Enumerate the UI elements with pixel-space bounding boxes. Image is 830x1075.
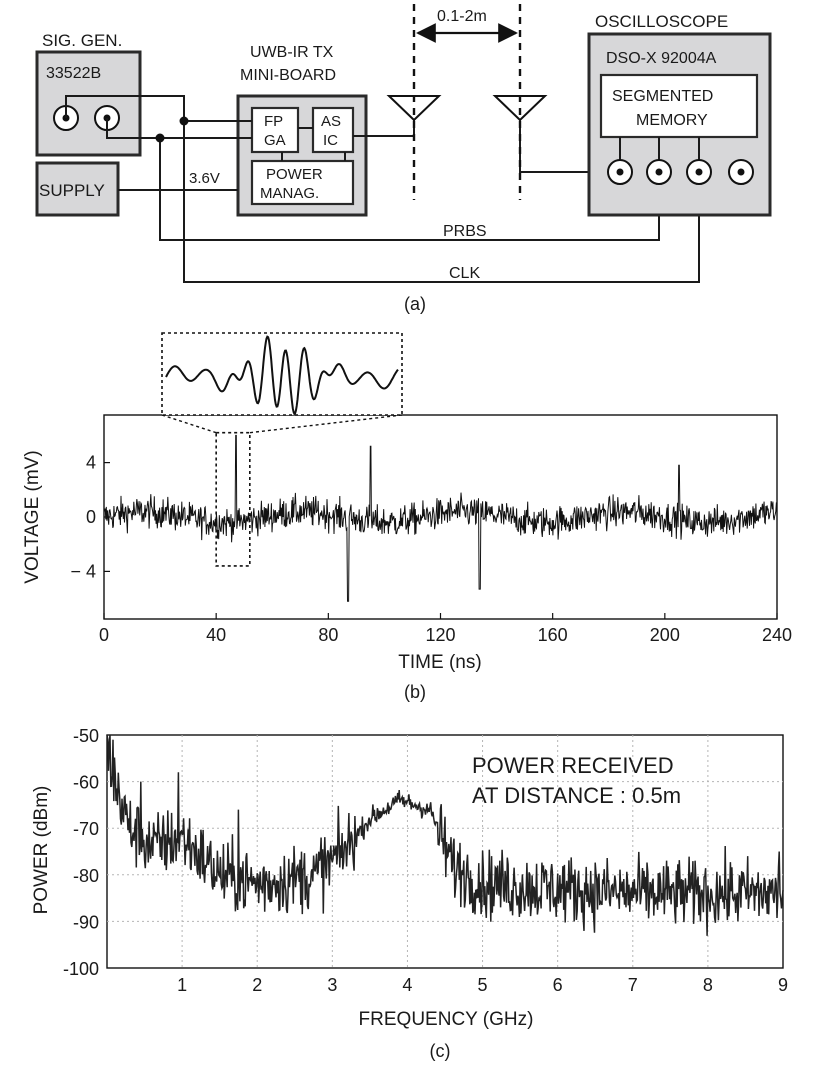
spectrum-ticks: 1 2 3 4 5 6 7 8 9 -50 -60 -70 -80 -90 -100 [63,726,788,995]
spectrum-chart-frame [106,734,784,969]
time-y-tick-label: 4 [86,453,96,473]
fpga-block [250,106,300,154]
zoom-connector-right [249,414,403,434]
clk-junction-dot [179,116,189,126]
spectrum-chart-ylabel: POWER (dBm) [31,786,52,915]
spectrum-x-tick-label: 5 [478,975,488,995]
prbs-junction-dot [155,133,165,143]
memory-line1: SEGMENTED [612,88,713,105]
asic-line2: IC [323,132,338,149]
supply-voltage: 3.6V [189,170,220,187]
clk-label: CLK [449,265,480,282]
caption-b: (b) [404,682,426,702]
time-x-tick-label: 160 [538,625,568,645]
power-line2: MANAG. [260,185,319,202]
supply-label: SUPPLY [39,181,105,200]
spectrum-x-tick-label: 7 [628,975,638,995]
sig-gen-title: SIG. GEN. [42,31,122,50]
scope-model: DSO-X 92004A [606,50,717,67]
spectrum-y-tick-label: -60 [73,773,99,793]
spectrum-x-tick-label: 1 [177,975,187,995]
spectrum-y-tick-label: -70 [73,819,99,839]
scope-ch2-connector [646,159,672,185]
spectrum-x-tick-label: 3 [327,975,337,995]
time-x-tick-label: 120 [425,625,455,645]
spectrum-annotation-line2: AT DISTANCE : 0.5m [472,783,681,808]
spectrum-y-tick-label: -80 [73,866,99,886]
asic-line1: AS [321,113,341,130]
time-x-tick-label: 200 [650,625,680,645]
voltage-trace [103,434,778,602]
scope-ch1-connector [607,159,633,185]
time-y-tick-label: 0 [86,507,96,527]
spectrum-chart-xlabel: FREQUENCY (GHz) [359,1009,534,1030]
spectrum-x-tick-label: 9 [778,975,788,995]
asic-block [311,106,355,154]
zoomed-pulse-trace [165,335,399,416]
tx-title-line2: MINI-BOARD [240,67,336,84]
zoom-window [215,431,251,567]
spectrum-y-tick-label: -100 [63,959,99,979]
time-x-tick-label: 240 [762,625,792,645]
scope-ch3-connector [686,159,712,185]
spectrum-x-tick-label: 8 [703,975,713,995]
time-x-tick-label: 80 [318,625,338,645]
spectrum-x-tick-label: 4 [402,975,412,995]
fpga-line1: FP [264,113,283,130]
scope-ch4-connector [728,159,754,185]
spectrum-x-tick-label: 2 [252,975,262,995]
spectrum-y-tick-label: -50 [73,726,99,746]
distance-label: 0.1-2m [437,8,487,25]
block-diagram: SIG. GEN. 33522B SUPPLY UWB-IR TX MINI-B… [35,4,772,314]
caption-c: (c) [430,1041,451,1061]
sig-gen-model: 33522B [46,65,101,82]
supply-box [35,161,120,217]
memory-line2: MEMORY [636,112,708,129]
caption-a: (a) [404,294,426,314]
time-y-tick-label: − 4 [70,561,96,581]
power-line1: POWER [266,166,323,183]
time-chart-ylabel: VOLTAGE (mV) [22,450,43,583]
spectrum-annotation-line1: POWER RECEIVED [472,753,674,778]
fpga-line2: GA [264,132,286,149]
prbs-source-wire [106,118,160,139]
time-x-tick-label: 40 [206,625,226,645]
scope-title: OSCILLOSCOPE [595,12,728,31]
power-spectrum-trace [106,734,784,936]
prbs-label: PRBS [443,223,487,240]
spectrum-chart: 1 2 3 4 5 6 7 8 9 -50 -60 -70 -80 -90 -100 POWER RECEI… [31,726,788,1061]
time-chart-xlabel: TIME (ns) [398,652,481,673]
sig-gen-box [35,50,142,157]
zoom-connector-left [161,414,217,434]
spectrum-y-tick-label: -90 [73,912,99,932]
power-management-block [250,159,355,206]
time-x-tick-label: 0 [99,625,109,645]
segmented-memory-block [599,73,759,139]
clk-wire [65,95,700,283]
spectrum-x-tick-label: 6 [553,975,563,995]
tx-title-line1: UWB-IR TX [250,44,334,61]
